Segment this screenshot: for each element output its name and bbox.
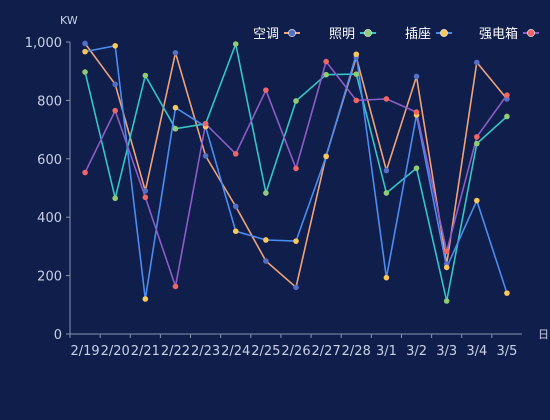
legend-item-label[interactable]: 强电箱 <box>479 26 518 42</box>
legend-marker-icon <box>440 29 448 37</box>
series-line <box>84 45 508 300</box>
data-point[interactable] <box>443 264 450 271</box>
data-point[interactable] <box>413 73 420 80</box>
x-tick-label: 3/3 <box>436 344 457 359</box>
data-point[interactable] <box>263 87 269 93</box>
data-point[interactable] <box>474 197 480 204</box>
y-tick-label: 600 <box>37 153 62 168</box>
x-tick-label: 2/26 <box>281 344 310 359</box>
y-tick-label: 200 <box>37 270 62 285</box>
data-point[interactable] <box>172 125 179 132</box>
data-point[interactable] <box>413 165 420 171</box>
data-point[interactable] <box>353 71 360 77</box>
data-point[interactable] <box>353 51 360 58</box>
data-point[interactable] <box>263 258 269 264</box>
data-point[interactable] <box>293 98 299 104</box>
data-point[interactable] <box>323 71 329 78</box>
data-point[interactable] <box>202 120 209 127</box>
data-point[interactable] <box>474 140 480 147</box>
data-point[interactable] <box>353 97 360 104</box>
x-tick-label: 3/2 <box>406 344 427 359</box>
data-point[interactable] <box>232 203 239 210</box>
data-point[interactable] <box>443 298 450 304</box>
data-point[interactable] <box>172 104 179 111</box>
data-point[interactable] <box>323 58 329 65</box>
y-unit-label: KW <box>60 14 78 27</box>
data-point[interactable] <box>474 134 480 140</box>
data-point[interactable] <box>142 188 149 194</box>
data-point[interactable] <box>323 153 329 160</box>
x-tick-label: 2/28 <box>342 344 371 359</box>
legend-marker-icon <box>288 29 296 37</box>
data-point[interactable] <box>172 50 179 56</box>
data-point[interactable] <box>172 283 179 290</box>
y-tick-label: 0 <box>54 328 62 343</box>
x-tick-label: 2/19 <box>70 344 99 359</box>
data-point[interactable] <box>112 81 118 88</box>
data-point[interactable] <box>82 40 88 47</box>
data-point[interactable] <box>383 167 390 174</box>
data-point[interactable] <box>142 296 149 302</box>
x-tick-label: 2/22 <box>161 344 190 359</box>
data-point[interactable] <box>504 113 510 120</box>
data-point[interactable] <box>112 107 118 114</box>
data-point[interactable] <box>142 72 149 79</box>
data-point[interactable] <box>504 92 510 98</box>
data-point[interactable] <box>263 237 269 243</box>
legend-marker-icon <box>527 29 535 37</box>
legend-item-label[interactable]: 插座 <box>405 27 431 42</box>
data-point[interactable] <box>82 69 88 75</box>
data-point[interactable] <box>383 96 390 102</box>
series-line <box>84 43 508 302</box>
x-tick-label: 2/20 <box>101 344 130 359</box>
data-point[interactable] <box>202 153 209 159</box>
legend-marker-icon <box>364 29 372 37</box>
x-tick-label: 2/25 <box>251 344 280 359</box>
x-tick-label: 3/5 <box>496 344 517 359</box>
x-unit-label: 日 <box>538 328 549 341</box>
data-point[interactable] <box>413 109 420 115</box>
data-point[interactable] <box>112 195 118 202</box>
data-point[interactable] <box>383 274 390 281</box>
y-tick-label: 800 <box>37 94 62 109</box>
y-tick-label: 400 <box>37 211 62 226</box>
x-tick-label: 2/23 <box>191 344 220 359</box>
data-point[interactable] <box>293 165 299 172</box>
data-point[interactable] <box>443 248 450 255</box>
legend-item-label[interactable]: 空调 <box>253 27 279 42</box>
data-point[interactable] <box>142 194 149 201</box>
legend-item-label[interactable]: 照明 <box>329 27 355 42</box>
x-tick-label: 2/24 <box>221 344 250 359</box>
data-point[interactable] <box>82 169 88 176</box>
x-tick-label: 2/21 <box>131 344 160 359</box>
x-tick-label: 3/4 <box>466 344 487 359</box>
data-point[interactable] <box>504 290 510 296</box>
data-point[interactable] <box>474 59 480 66</box>
data-point[interactable] <box>82 48 88 55</box>
data-point[interactable] <box>232 41 239 47</box>
y-tick-label: 1,000 <box>25 36 62 51</box>
data-point[interactable] <box>293 238 299 244</box>
data-point[interactable] <box>293 284 299 291</box>
data-point[interactable] <box>232 228 239 235</box>
data-point[interactable] <box>263 190 269 196</box>
x-tick-label: 2/27 <box>312 344 341 359</box>
x-tick-label: 3/1 <box>376 344 397 359</box>
data-point[interactable] <box>383 190 390 196</box>
data-point[interactable] <box>112 42 118 49</box>
data-point[interactable] <box>232 151 239 157</box>
